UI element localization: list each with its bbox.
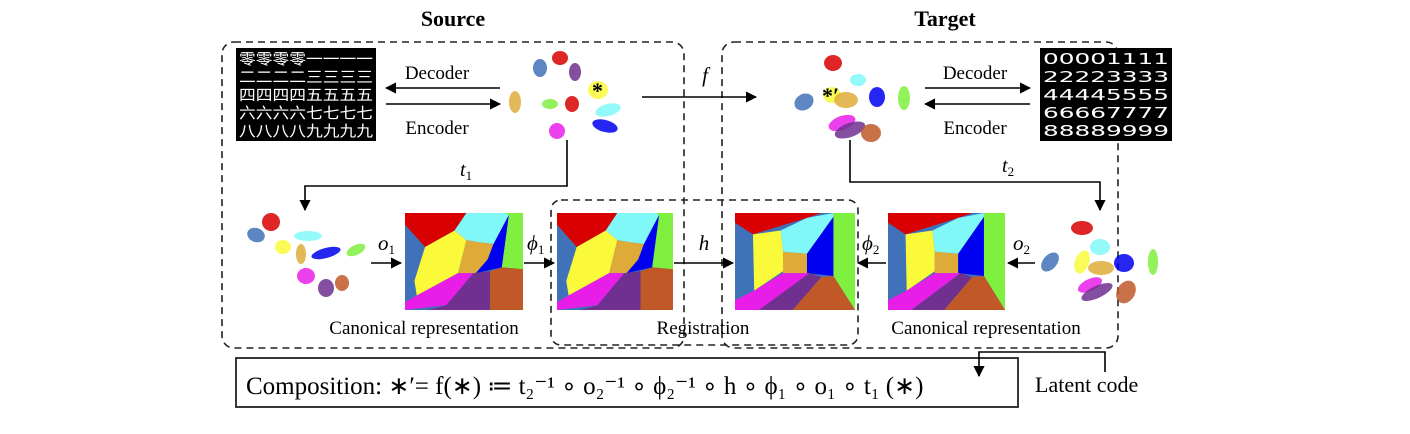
cluster-brown — [861, 124, 881, 142]
cluster-red — [262, 213, 280, 231]
cluster-magenta — [549, 123, 565, 139]
cluster-green — [898, 86, 910, 110]
cluster-cyan — [294, 231, 322, 241]
f-label: f — [702, 63, 711, 87]
cluster-purple — [834, 121, 866, 139]
source-transformed-clusters — [247, 213, 366, 297]
o2-label: o2 — [1013, 231, 1030, 257]
target-canonical-map — [888, 213, 1005, 310]
digit-row: 八八八八九九九九 — [239, 122, 373, 140]
digit-row: 66667777 — [1043, 104, 1169, 122]
digit-row: 88889999 — [1043, 122, 1169, 140]
cluster-green — [346, 243, 366, 257]
digit-row: 00001111 — [1043, 50, 1169, 68]
cluster-purple — [569, 63, 581, 81]
cluster-cyan — [1090, 239, 1110, 255]
cluster-blue — [592, 119, 618, 133]
cluster-steel-blue — [1041, 252, 1059, 272]
latent-code-pointer — [973, 351, 1106, 378]
cluster-blue — [1114, 254, 1134, 272]
target-latent-clusters — [794, 55, 910, 142]
source-canonical-caption: Canonical representation — [329, 318, 519, 339]
target-decoder-label: Decoder — [943, 63, 1008, 84]
t2-arrow — [849, 140, 1106, 212]
digit-row: 44445555 — [1043, 86, 1169, 104]
source-domain-box — [221, 41, 685, 349]
source-encoder-label: Encoder — [405, 118, 469, 139]
cluster-blue — [311, 246, 341, 260]
cluster-green — [1148, 249, 1158, 275]
cluster-purple — [1081, 282, 1113, 302]
cluster-red — [565, 96, 579, 112]
h-label: h — [699, 231, 710, 255]
digit-row: 四四四四五五五五 — [239, 86, 373, 104]
digit-row: 二二二二三三三三 — [239, 68, 373, 86]
cluster-red — [552, 51, 568, 65]
cluster-magenta — [297, 268, 315, 284]
cluster-steel-blue — [533, 59, 547, 77]
t1-arrow — [299, 140, 568, 212]
cluster-green — [542, 99, 558, 109]
phi2-label: ϕ2 — [862, 231, 879, 257]
cluster-cyan — [595, 103, 621, 117]
target-transformed-clusters — [1041, 221, 1158, 304]
digit-row: 零零零零一一一一 — [239, 50, 373, 68]
cluster-steel-blue — [794, 93, 814, 111]
phi1-label: ϕ1 — [527, 231, 544, 257]
source-registered-map — [557, 213, 673, 310]
cluster-blue — [869, 87, 885, 107]
target-domain-box — [721, 41, 1119, 349]
composition-box — [235, 357, 1019, 408]
cluster-orange — [509, 91, 521, 113]
digit-row: 22223333 — [1043, 68, 1169, 86]
t2-label: t2 — [1002, 155, 1014, 179]
target-latent-star-prime: *′ — [822, 83, 839, 108]
cluster-yellow — [275, 240, 291, 254]
digit-row: 六六六六七七七七 — [239, 104, 373, 122]
source-decoder-label: Decoder — [405, 63, 470, 84]
source-latent-star: * — [592, 78, 603, 103]
o1-label: o1 — [378, 231, 395, 257]
cluster-yellow — [1074, 250, 1090, 274]
cluster-red — [824, 55, 842, 71]
source-latent-clusters — [509, 51, 621, 139]
cluster-brown — [335, 275, 349, 291]
latent-code-label: Latent code — [1035, 372, 1138, 397]
cluster-yellow — [588, 81, 608, 99]
source-canonical-map — [405, 213, 523, 310]
cluster-red — [1071, 221, 1093, 235]
target-title: Target — [914, 6, 976, 31]
registration-box — [550, 199, 859, 346]
cluster-steel-blue — [247, 227, 265, 243]
cluster-cyan — [850, 74, 866, 86]
registration-caption: Registration — [657, 318, 750, 339]
t1-label: t1 — [460, 159, 472, 183]
composition-formula: Composition: ∗′= f(∗) ≔ t₂⁻¹ ∘ o₂⁻¹ ∘ ϕ₂… — [246, 373, 923, 400]
target-registered-map — [735, 213, 855, 310]
cluster-brown — [1116, 280, 1136, 304]
source-title: Source — [421, 6, 486, 31]
cluster-magenta — [1077, 277, 1103, 293]
cluster-purple — [318, 279, 334, 297]
target-encoder-label: Encoder — [943, 118, 1007, 139]
cluster-orange — [296, 244, 306, 264]
cluster-orange — [1088, 261, 1114, 275]
target-canonical-caption: Canonical representation — [891, 318, 1081, 339]
cluster-orange — [834, 92, 858, 108]
